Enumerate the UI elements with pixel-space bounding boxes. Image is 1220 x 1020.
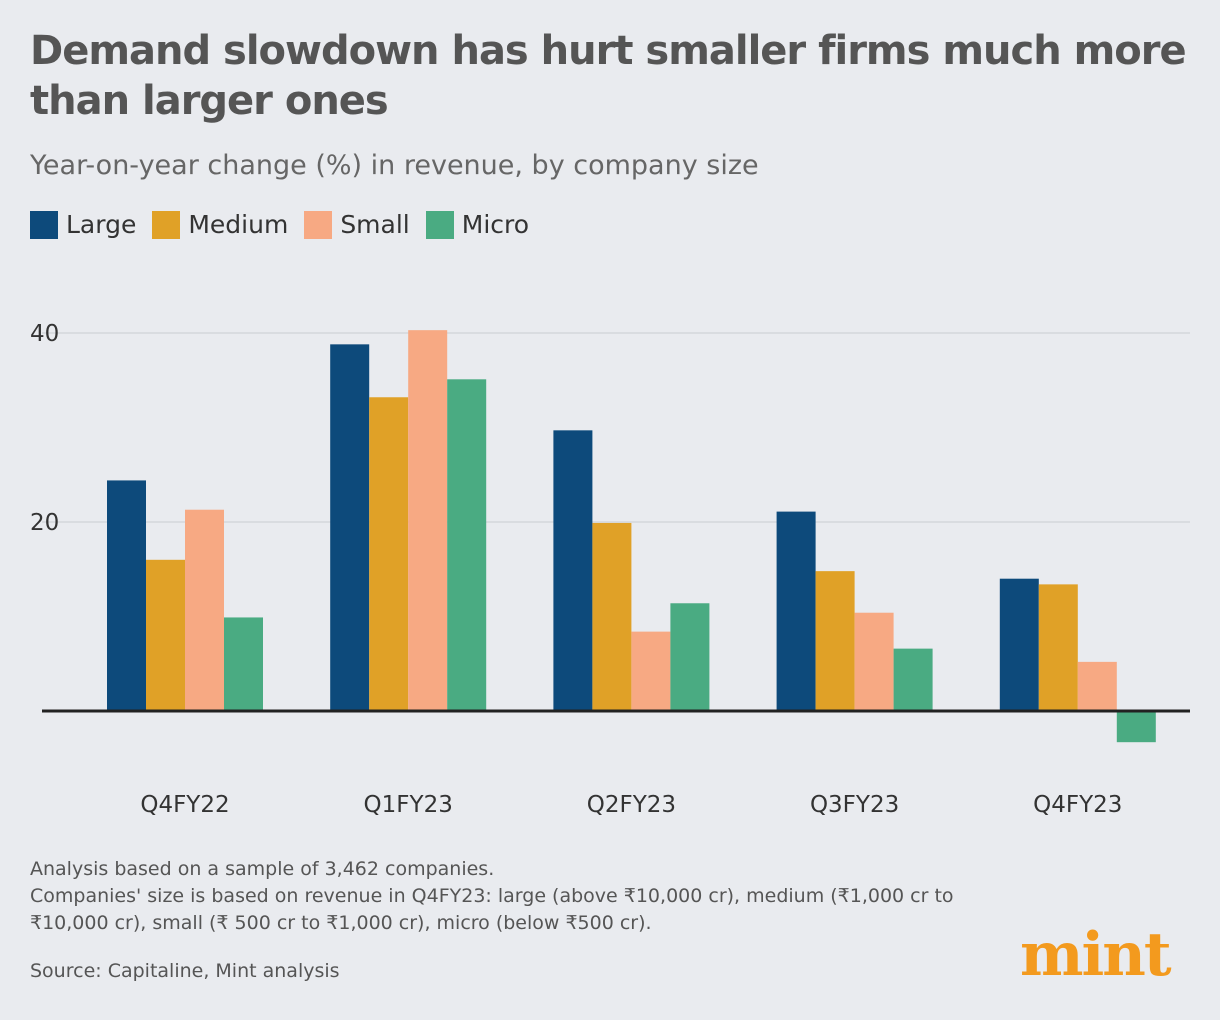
bar-large bbox=[330, 344, 370, 711]
chart-subtitle: Year-on-year change (%) in revenue, by c… bbox=[30, 150, 759, 181]
legend-item-medium: Medium bbox=[152, 210, 288, 239]
legend-swatch bbox=[30, 210, 58, 239]
legend-label: Small bbox=[340, 210, 410, 239]
legend-label: Micro bbox=[461, 210, 530, 239]
x-tick-label: Q1FY23 bbox=[364, 792, 453, 818]
bar-small bbox=[185, 509, 224, 711]
x-tick-label: Q2FY23 bbox=[587, 792, 676, 818]
note-line: Analysis based on a sample of 3,462 comp… bbox=[30, 858, 495, 880]
bar-micro bbox=[447, 379, 487, 711]
bar-small bbox=[854, 612, 894, 711]
x-tick-label: Q4FY23 bbox=[1033, 792, 1122, 818]
bar-large bbox=[776, 511, 816, 711]
legend-swatch bbox=[425, 210, 454, 239]
note-line: Companies' size is based on revenue in Q… bbox=[30, 885, 954, 934]
legend-item-large: Large bbox=[30, 210, 136, 239]
bar-medium bbox=[1038, 584, 1078, 711]
x-tick-label: Q3FY23 bbox=[810, 792, 899, 818]
y-tick-label: 40 bbox=[30, 321, 59, 347]
bar-medium bbox=[369, 397, 409, 711]
bar-large bbox=[107, 480, 146, 711]
source-note: Source: Capitaline, Mint analysis bbox=[30, 960, 340, 982]
legend-label: Large bbox=[66, 210, 137, 239]
bar-small bbox=[631, 631, 671, 711]
bar-large bbox=[553, 430, 593, 711]
legend-swatch bbox=[152, 210, 181, 239]
bar-medium bbox=[815, 571, 855, 711]
bar-medium bbox=[592, 522, 632, 711]
bar-medium bbox=[146, 559, 185, 711]
bar-small bbox=[1077, 661, 1117, 711]
legend-label: Medium bbox=[188, 210, 289, 239]
legend-item-small: Small bbox=[304, 210, 410, 239]
legend-swatch bbox=[304, 210, 333, 239]
bar-small bbox=[408, 330, 448, 711]
bar-micro bbox=[1116, 711, 1156, 743]
bar-micro bbox=[893, 648, 933, 711]
x-tick-label: Q4FY22 bbox=[140, 792, 229, 818]
y-tick-label: 20 bbox=[30, 510, 59, 536]
bar-large bbox=[999, 578, 1039, 711]
bar-micro bbox=[224, 617, 263, 711]
bar-micro bbox=[670, 603, 710, 711]
chart-notes: Analysis based on a sample of 3,462 comp… bbox=[30, 856, 1010, 937]
legend-item-micro: Micro bbox=[425, 210, 530, 239]
legend: Large Medium Small Micro bbox=[30, 210, 529, 239]
mint-logo: mint bbox=[1020, 920, 1172, 990]
chart-title: Demand slowdown has hurt smaller firms m… bbox=[30, 28, 1187, 124]
